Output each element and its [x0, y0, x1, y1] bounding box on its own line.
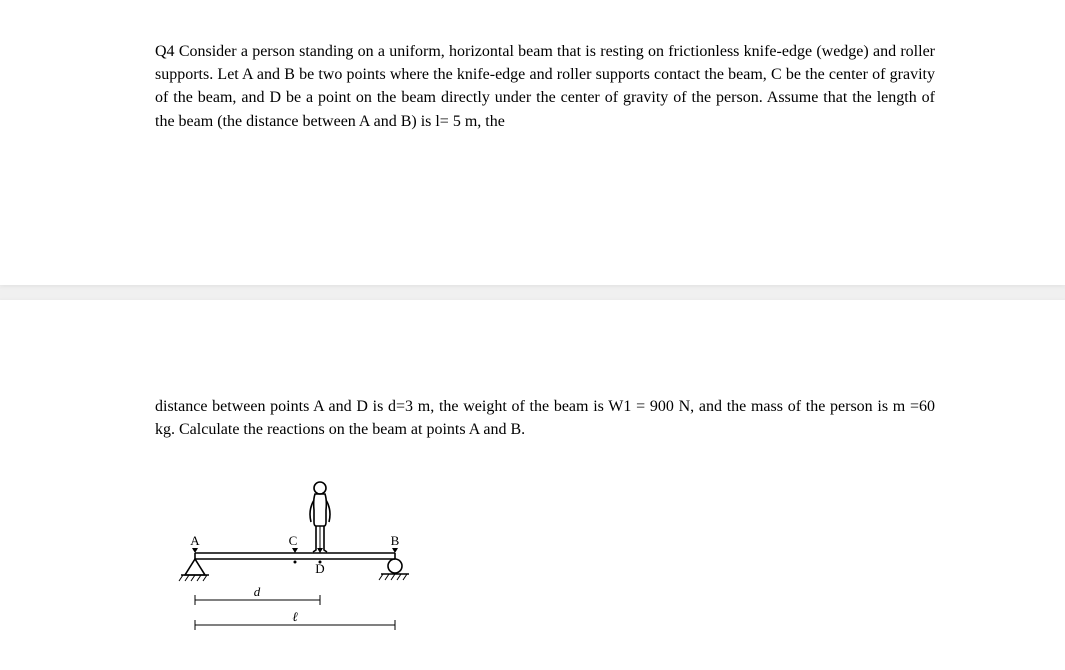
label-dim-d: d — [254, 584, 261, 599]
beam-diagram: A C B D d ℓ — [175, 455, 425, 655]
label-b: B — [391, 533, 400, 548]
page-top: Q4 Consider a person standing on a unifo… — [0, 0, 1065, 285]
label-a: A — [190, 533, 200, 548]
question-paragraph-2: distance between points A and D is d=3 m… — [155, 395, 935, 441]
label-c: C — [289, 533, 298, 548]
label-dim-l: ℓ — [292, 609, 298, 624]
question-paragraph-1: Q4 Consider a person standing on a unifo… — [155, 40, 935, 133]
label-d-point: D — [315, 561, 324, 576]
page-bottom: distance between points A and D is d=3 m… — [0, 300, 1065, 670]
person-icon — [310, 482, 330, 552]
